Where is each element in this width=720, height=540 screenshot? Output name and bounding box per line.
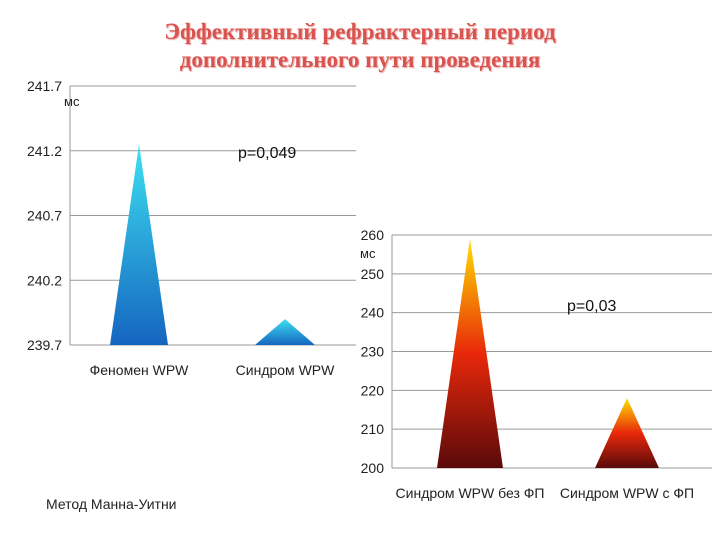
bar-pyramid-2 (255, 319, 315, 345)
y-tick-label: 241.7 (27, 78, 62, 94)
bar-pyramid-1 (437, 238, 503, 468)
method-note: Метод Манна-Уитни (46, 496, 177, 512)
y-tick-label: 250 (361, 266, 385, 282)
p-value-annotation: p=0,049 (238, 145, 296, 162)
bar-pyramid-2 (595, 398, 659, 468)
y-tick-label: 240.7 (27, 208, 62, 224)
chart-1-phenomenon-vs-syndrome: 241.7 241.2 240.7 240.2 239.7 мс p=0,049 Феноме… (27, 78, 356, 378)
y-tick-label: 230 (361, 344, 385, 360)
y-tick-label: 200 (361, 460, 385, 476)
chart-2-syndrome-af: 260 250 240 230 220 210 200 мс p=0,03 Синдром WPW… (360, 227, 712, 501)
y-tick-label: 210 (361, 421, 385, 437)
chart-title: Эффективный рефрактерный период дополнит… (110, 18, 610, 74)
y-tick-label: 240.2 (27, 272, 62, 288)
y-tick-label: 239.7 (27, 337, 62, 353)
x-category-label: Синдром WPW без ФП (396, 485, 545, 501)
chart-title-line-2: дополнительного пути проведения (179, 47, 541, 72)
bar-pyramid-1 (110, 144, 168, 345)
y-tick-label: 260 (361, 227, 385, 243)
y-axis-unit-label: мс (360, 246, 376, 261)
x-category-label: Феномен WPW (90, 362, 190, 378)
y-tick-label: 220 (361, 382, 385, 398)
chart-title-line-1: Эффективный рефрактерный период (164, 19, 556, 44)
y-axis-unit-label: мс (64, 94, 80, 109)
x-category-label: Синдром WPW (236, 362, 335, 378)
y-tick-label: 240 (361, 305, 385, 321)
p-value-annotation: p=0,03 (567, 298, 616, 315)
y-tick-label: 241.2 (27, 143, 62, 159)
x-category-label: Синдром WPW с ФП (560, 485, 694, 501)
